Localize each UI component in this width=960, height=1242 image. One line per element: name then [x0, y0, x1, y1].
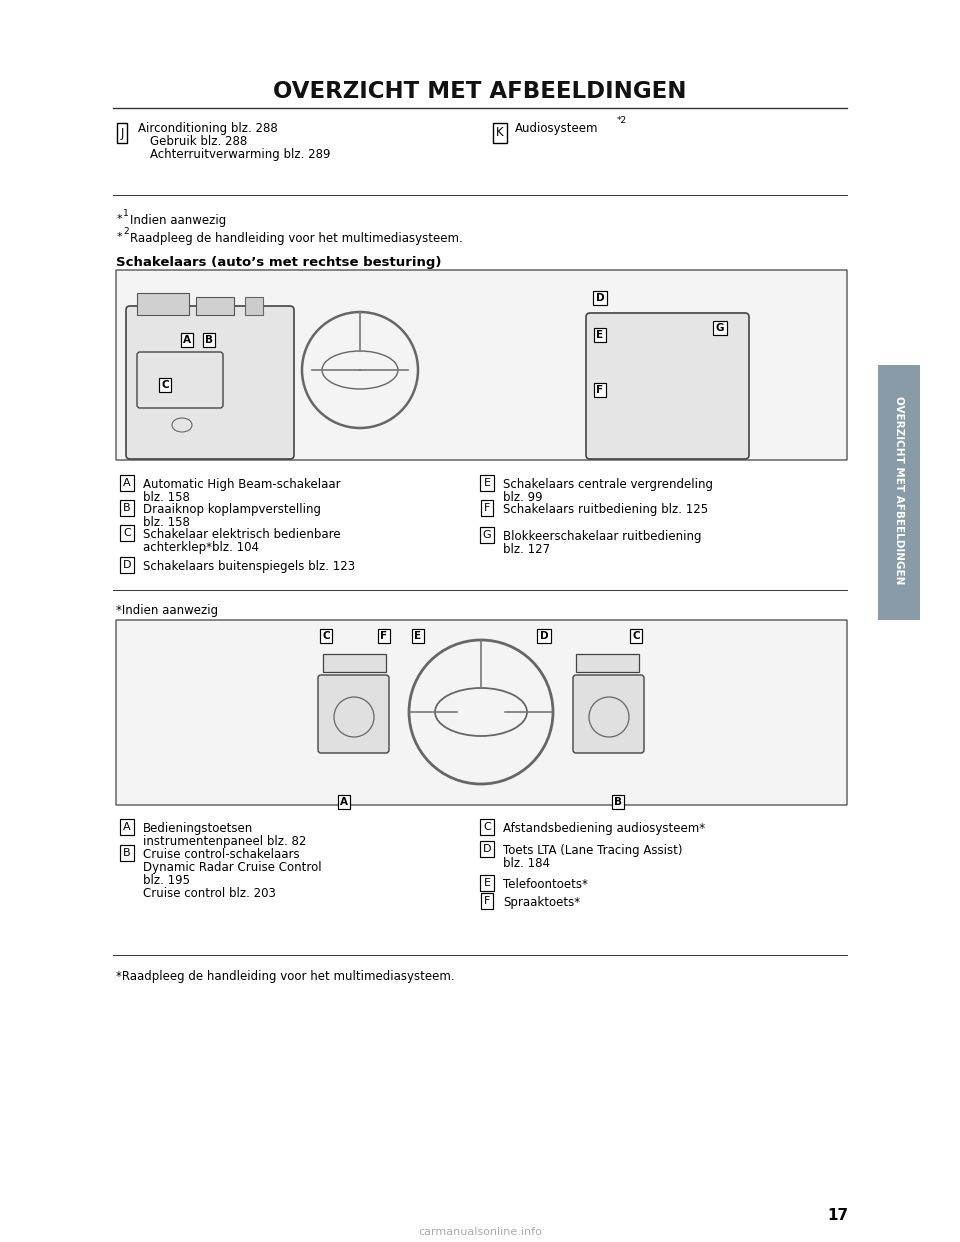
- Text: blz. 127: blz. 127: [503, 543, 550, 556]
- Text: Bedieningstoetsen: Bedieningstoetsen: [143, 822, 253, 835]
- Text: Schakelaars buitenspiegels blz. 123: Schakelaars buitenspiegels blz. 123: [143, 560, 355, 573]
- Text: G: G: [483, 530, 492, 540]
- Text: *Indien aanwezig: *Indien aanwezig: [116, 604, 218, 617]
- Text: Gebruik blz. 288: Gebruik blz. 288: [150, 135, 248, 148]
- Bar: [137, 293, 189, 315]
- Text: *Raadpleeg de handleiding voor het multimediasysteem.: *Raadpleeg de handleiding voor het multi…: [116, 970, 455, 982]
- Text: *2: *2: [617, 116, 627, 125]
- Text: D: D: [596, 293, 604, 303]
- Text: F: F: [596, 385, 604, 395]
- Text: *: *: [117, 232, 123, 242]
- Text: Afstandsbediening audiosysteem*: Afstandsbediening audiosysteem*: [503, 822, 706, 835]
- Text: C: C: [323, 631, 330, 641]
- Bar: [196, 297, 234, 315]
- Text: carmanualsonline.info: carmanualsonline.info: [418, 1227, 542, 1237]
- FancyBboxPatch shape: [126, 306, 294, 460]
- Text: Spraaktoets*: Spraaktoets*: [503, 895, 580, 909]
- Text: C: C: [483, 822, 491, 832]
- Text: A: A: [123, 822, 131, 832]
- Text: 17: 17: [827, 1207, 848, 1222]
- Text: C: C: [161, 380, 169, 390]
- Text: 1: 1: [123, 209, 129, 219]
- Text: Schakelaars ruitbediening blz. 125: Schakelaars ruitbediening blz. 125: [503, 503, 708, 515]
- FancyBboxPatch shape: [137, 351, 223, 409]
- Text: Achterruitverwarming blz. 289: Achterruitverwarming blz. 289: [150, 148, 330, 161]
- Text: blz. 158: blz. 158: [143, 491, 190, 504]
- Text: Indien aanwezig: Indien aanwezig: [130, 214, 227, 227]
- Text: Raadpleeg de handleiding voor het multimediasysteem.: Raadpleeg de handleiding voor het multim…: [130, 232, 463, 245]
- Text: blz. 184: blz. 184: [503, 857, 550, 869]
- Text: A: A: [340, 797, 348, 807]
- Text: Cruise control-schakelaars: Cruise control-schakelaars: [143, 848, 300, 861]
- Text: OVERZICHT MET AFBEELDINGEN: OVERZICHT MET AFBEELDINGEN: [274, 81, 686, 103]
- Bar: [576, 655, 639, 672]
- Text: C: C: [633, 631, 639, 641]
- Text: Schakelaars centrale vergrendeling: Schakelaars centrale vergrendeling: [503, 478, 713, 491]
- Text: B: B: [123, 503, 131, 513]
- Text: D: D: [123, 560, 132, 570]
- Text: Toets LTA (Lane Tracing Assist): Toets LTA (Lane Tracing Assist): [503, 845, 683, 857]
- FancyBboxPatch shape: [116, 620, 847, 805]
- Text: Blokkeerschakelaar ruitbediening: Blokkeerschakelaar ruitbediening: [503, 530, 702, 543]
- Text: *: *: [117, 214, 123, 224]
- Text: D: D: [483, 845, 492, 854]
- Text: B: B: [205, 335, 213, 345]
- FancyBboxPatch shape: [573, 674, 644, 753]
- Text: F: F: [484, 503, 491, 513]
- Text: OVERZICHT MET AFBEELDINGEN: OVERZICHT MET AFBEELDINGEN: [894, 396, 904, 584]
- Text: Schakelaars (auto’s met rechtse besturing): Schakelaars (auto’s met rechtse besturin…: [116, 256, 442, 270]
- Text: J: J: [120, 127, 124, 139]
- Text: B: B: [123, 848, 131, 858]
- Text: Airconditioning blz. 288: Airconditioning blz. 288: [138, 122, 277, 135]
- Text: F: F: [484, 895, 491, 905]
- Text: Telefoontoets*: Telefoontoets*: [503, 878, 588, 891]
- Text: instrumentenpaneel blz. 82: instrumentenpaneel blz. 82: [143, 835, 306, 848]
- Text: E: E: [484, 878, 491, 888]
- Text: 2: 2: [123, 227, 129, 236]
- Text: A: A: [183, 335, 191, 345]
- FancyBboxPatch shape: [116, 270, 847, 460]
- Text: E: E: [484, 478, 491, 488]
- Text: D: D: [540, 631, 548, 641]
- Text: A: A: [123, 478, 131, 488]
- Text: K: K: [496, 127, 504, 139]
- Bar: [245, 297, 263, 315]
- Text: blz. 195: blz. 195: [143, 874, 190, 887]
- FancyBboxPatch shape: [318, 674, 389, 753]
- Text: B: B: [614, 797, 622, 807]
- Text: blz. 99: blz. 99: [503, 491, 542, 504]
- Text: Cruise control blz. 203: Cruise control blz. 203: [143, 887, 276, 900]
- Text: E: E: [596, 330, 604, 340]
- Text: E: E: [415, 631, 421, 641]
- Text: Audiosysteem: Audiosysteem: [515, 122, 598, 135]
- Bar: [878, 365, 920, 620]
- Text: Automatic High Beam-schakelaar: Automatic High Beam-schakelaar: [143, 478, 341, 491]
- Text: F: F: [380, 631, 388, 641]
- Text: blz. 158: blz. 158: [143, 515, 190, 529]
- FancyBboxPatch shape: [586, 313, 749, 460]
- Text: Draaiknop koplampverstelling: Draaiknop koplampverstelling: [143, 503, 321, 515]
- Text: C: C: [123, 528, 131, 538]
- Text: achterklep*blz. 104: achterklep*blz. 104: [143, 542, 259, 554]
- Bar: [323, 655, 386, 672]
- Text: G: G: [716, 323, 724, 333]
- Text: Schakelaar elektrisch bedienbare: Schakelaar elektrisch bedienbare: [143, 528, 341, 542]
- Text: Dynamic Radar Cruise Control: Dynamic Radar Cruise Control: [143, 861, 322, 874]
